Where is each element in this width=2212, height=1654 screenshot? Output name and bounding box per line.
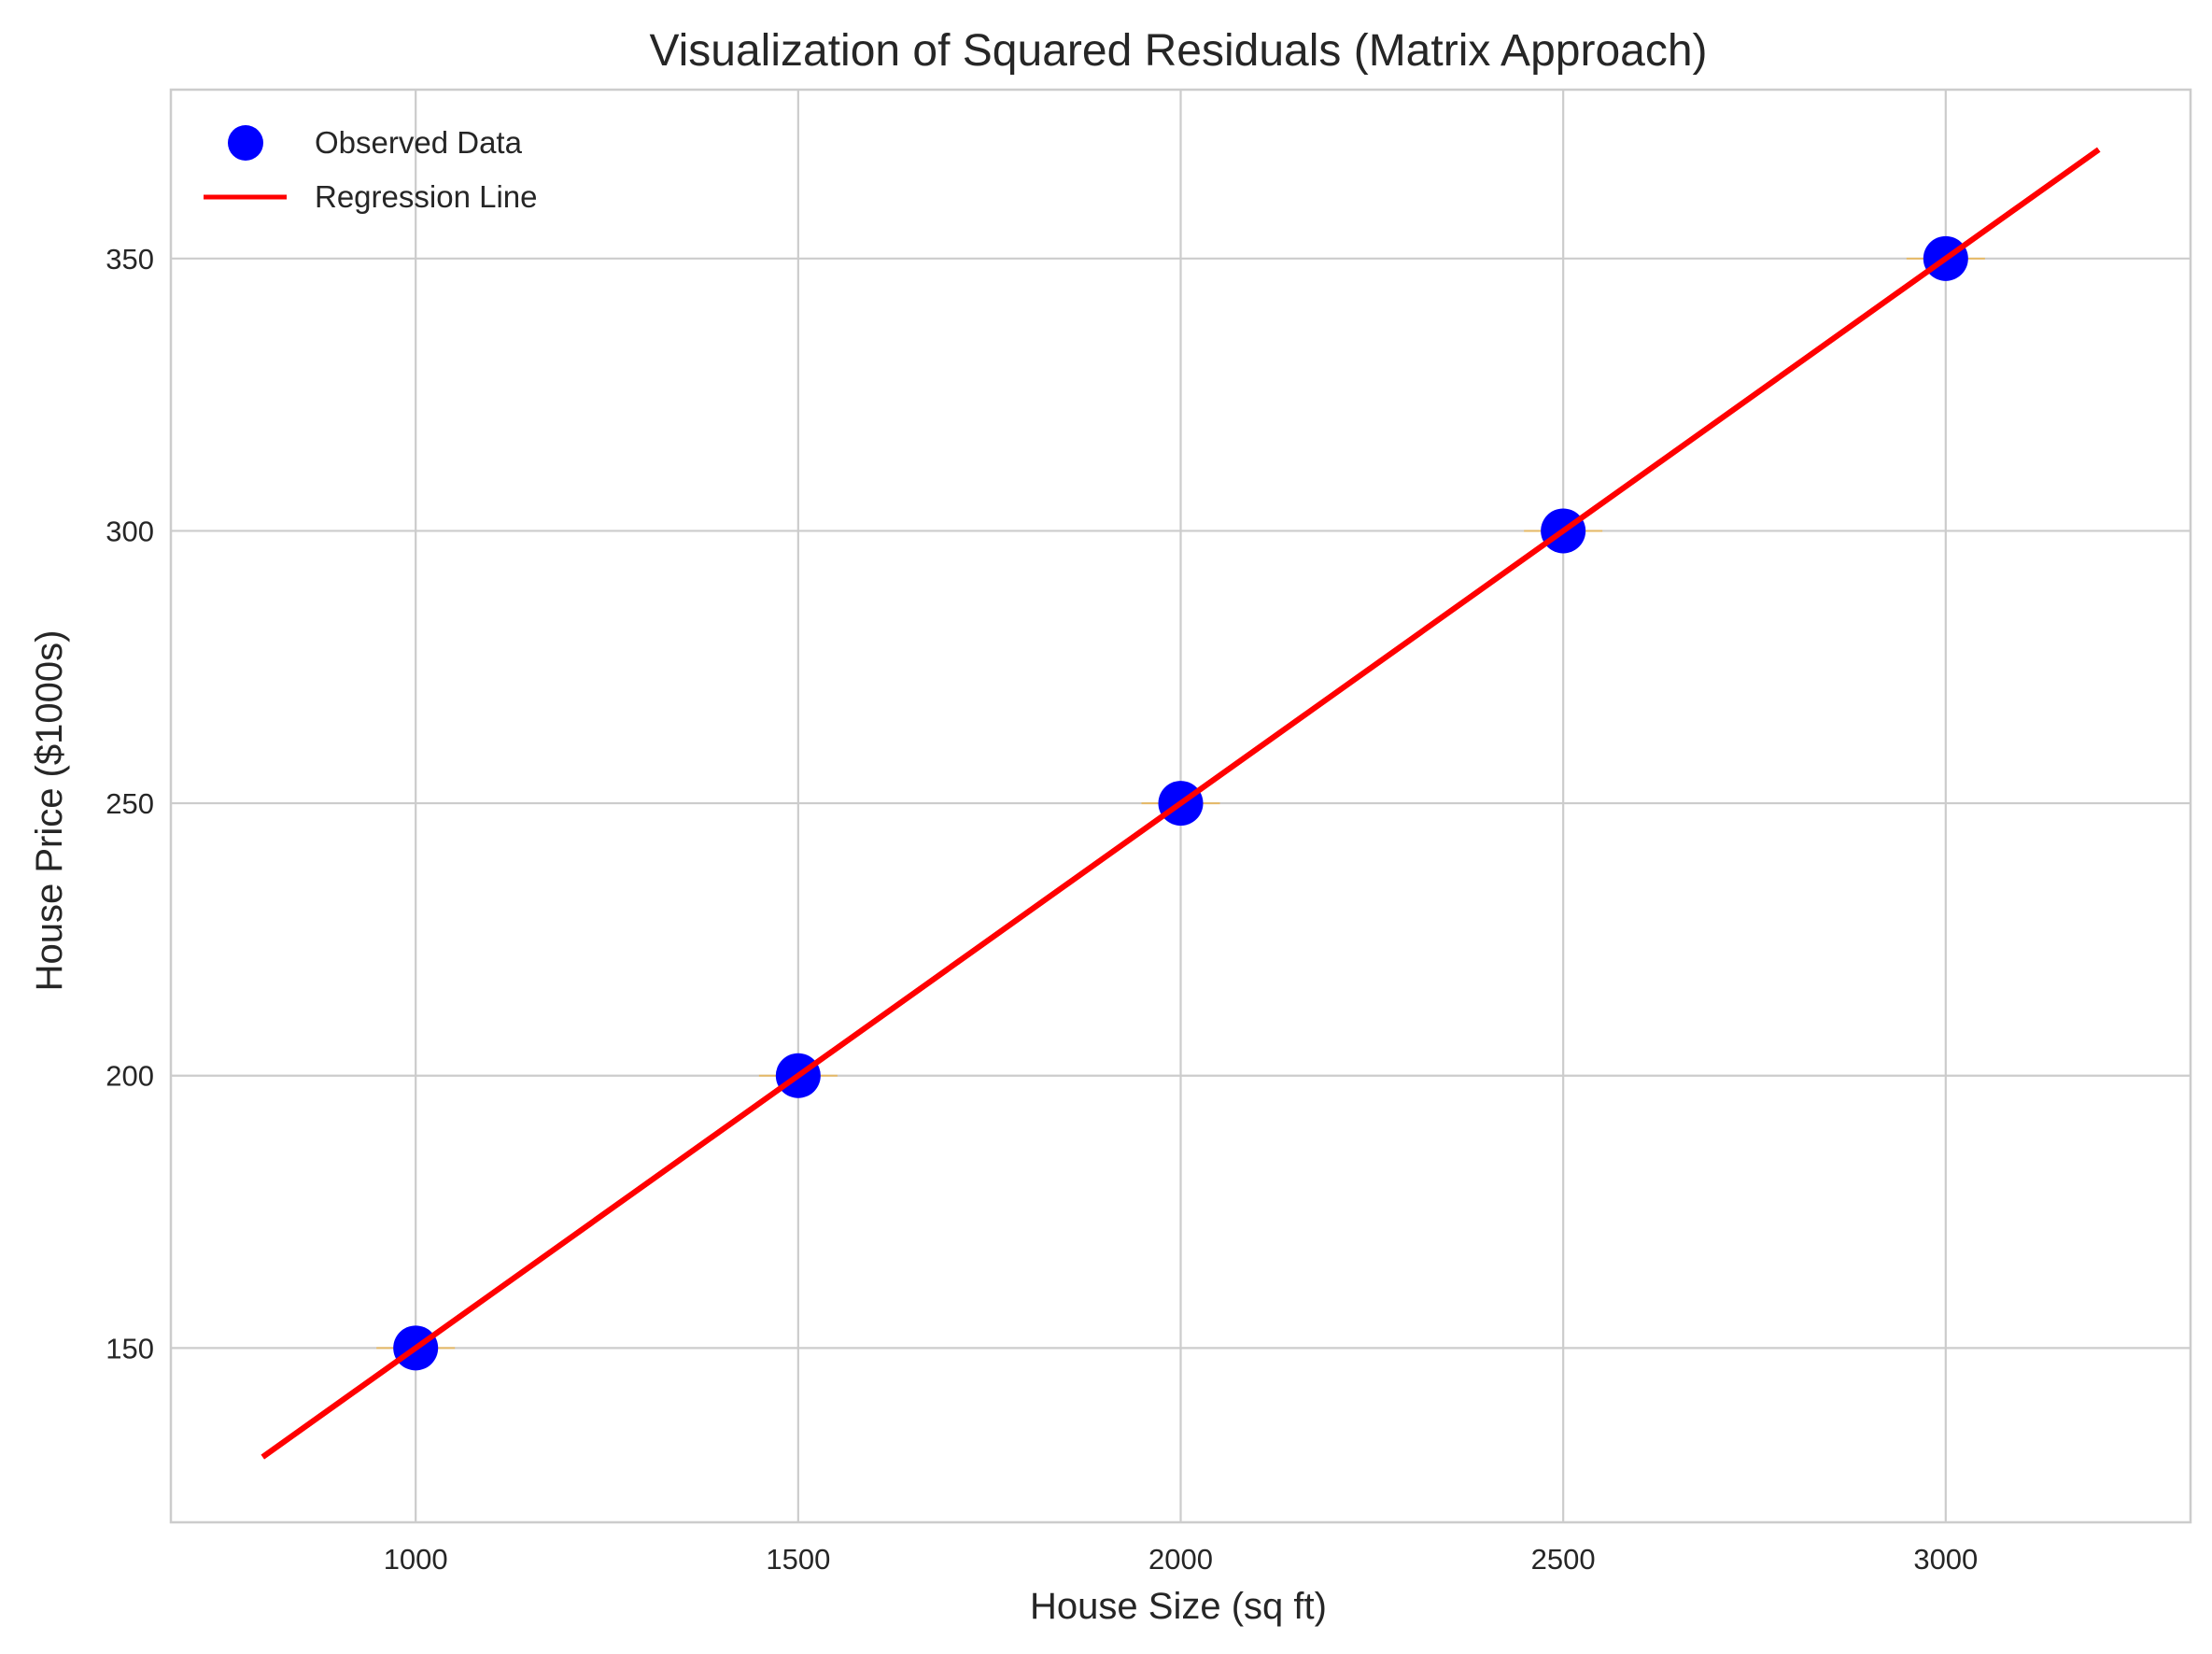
y-axis-label: House Price ($1000s) (29, 630, 70, 992)
x-tick-label: 2000 (1148, 1543, 1213, 1576)
y-tick-label: 350 (106, 243, 154, 276)
observed-points-layer (261, 147, 2101, 1460)
y-tick-label: 200 (106, 1060, 154, 1093)
legend-label-regression: Regression Line (315, 179, 537, 214)
x-tick-label: 2500 (1531, 1543, 1596, 1576)
x-tick-label: 1500 (766, 1543, 830, 1576)
grid-lines (171, 90, 2191, 1522)
legend-label-observed: Observed Data (315, 125, 523, 160)
y-tick-labels: 150 200 250 300 350 (106, 243, 154, 1365)
y-tick-label: 300 (106, 515, 154, 547)
y-tick-label: 250 (106, 787, 154, 820)
x-tick-labels: 1000 1500 2000 2500 3000 (384, 1543, 1979, 1576)
x-tick-label: 1000 (384, 1543, 448, 1576)
chart-title: Visualization of Squared Residuals (Matr… (649, 26, 1707, 76)
legend: Observed Data Regression Line (204, 125, 537, 214)
x-axis-label: House Size (sq ft) (1030, 1586, 1327, 1627)
x-tick-label: 3000 (1913, 1543, 1978, 1576)
y-tick-label: 150 (106, 1332, 154, 1364)
regression-line-overlay (261, 147, 2101, 1460)
plot-frame (169, 88, 2192, 1524)
legend-marker-observed (228, 125, 263, 161)
